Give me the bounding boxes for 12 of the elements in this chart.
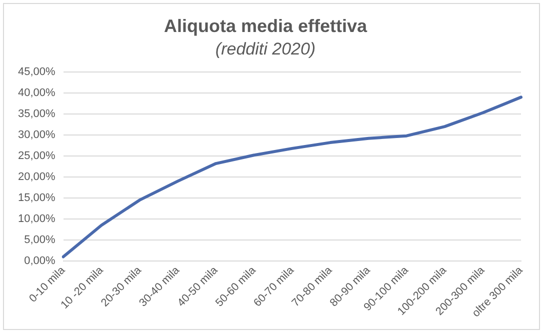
y-tick-label: 35,00% [18,108,56,120]
y-tick-label: 10,00% [18,213,56,226]
y-tick-label: 20,00% [18,171,56,184]
y-tick-label: 25,00% [18,150,56,162]
y-tick-label: 0,00% [24,255,56,268]
y-tick-label: 40,00% [18,87,56,100]
y-tick-label: 30,00% [18,129,56,142]
y-tick-label: 45,00% [18,66,56,78]
chart-title: Aliquota media effettiva [164,16,368,36]
y-tick-label: 5,00% [24,234,56,246]
chart-subtitle: (redditi 2020) [215,40,316,59]
y-tick-label: 15,00% [18,192,56,204]
